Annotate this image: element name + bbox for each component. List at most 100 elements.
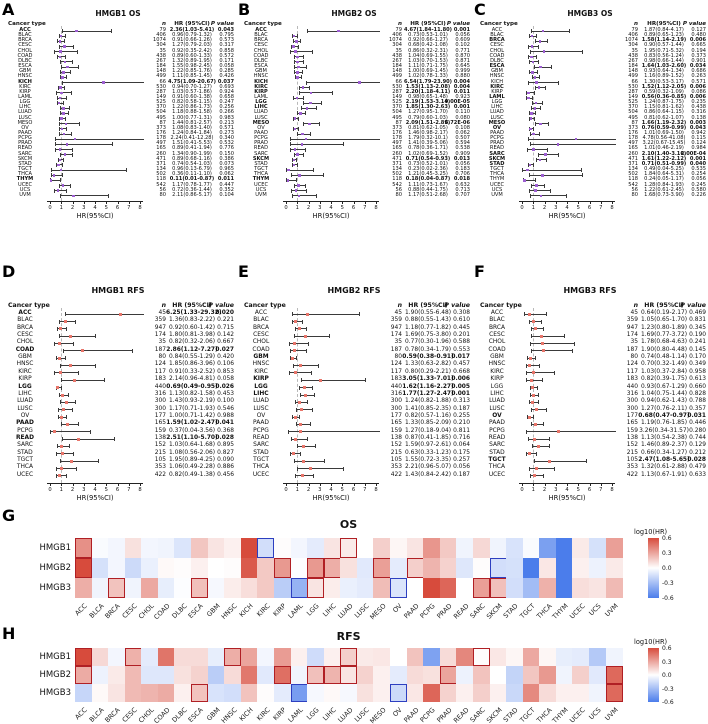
row-p-value: 0.031 xyxy=(687,412,706,419)
ci-cap-right xyxy=(545,157,547,162)
ci-cap-left xyxy=(289,348,291,353)
hr-point-marker xyxy=(535,81,538,84)
ci-cap-right xyxy=(297,34,299,39)
heatmap-cell-hmgb2-acc xyxy=(75,558,93,578)
row-cancer-label: KIRP xyxy=(490,376,504,383)
ci-cap-left xyxy=(300,378,302,383)
hr-point-marker xyxy=(574,137,578,141)
row-hr-ci-value: 0.56(0.36-0.85) xyxy=(641,93,687,100)
row-cancer-label: KIRC xyxy=(254,83,268,90)
hr-point-marker xyxy=(534,101,538,105)
hr-point-marker xyxy=(532,393,536,397)
row-hr-ci-value: 1.51(0.41-5.53) xyxy=(172,140,212,147)
row-p-value: 0.090 xyxy=(217,457,234,463)
ci-cap-left xyxy=(534,459,536,464)
x-axis-tick xyxy=(72,483,74,487)
x-axis-tick xyxy=(600,200,602,204)
x-axis-tick xyxy=(140,483,141,487)
row-p-value: 0.594 xyxy=(455,140,470,147)
ci-cap-left xyxy=(290,147,292,152)
ci-cap-left xyxy=(57,407,59,412)
row-p-value: 0.006 xyxy=(689,93,706,100)
legend-gradient-bar xyxy=(648,538,659,598)
ci-cap-left xyxy=(55,385,57,390)
ci-cap-right xyxy=(532,415,534,420)
ci-cap-right xyxy=(538,363,540,368)
row-cancer-label: UCEC xyxy=(488,471,506,478)
row-hr-ci-value: 1.95(0.89-4.25) xyxy=(168,457,216,463)
x-axis-tick xyxy=(600,483,602,487)
x-axis-tick xyxy=(612,200,613,204)
ci-cap-right xyxy=(312,168,314,173)
row-p-value: 0.446 xyxy=(689,420,706,427)
ci-cap-left xyxy=(59,111,61,116)
row-hr-ci-value: 0.91(0.33-2.52) xyxy=(168,368,216,375)
row-n-value: 79 xyxy=(395,27,402,33)
heatmap-cell-hmgb3-paad xyxy=(406,684,424,702)
row-cancer-label: BRCA xyxy=(18,37,32,44)
row-cancer-label: STAD xyxy=(18,160,32,167)
heatmap-cell-hmgb1-coad xyxy=(157,538,175,558)
row-hr-ci-value: 0.18(0.04-0.87) xyxy=(405,176,451,183)
row-p-value: 0.706 xyxy=(455,171,470,178)
ci-cap-right xyxy=(77,422,79,427)
row-hr-ci-value: 1.22(0.61-2.45) xyxy=(644,186,684,193)
row-cancer-label: THCA xyxy=(488,464,506,471)
row-n-value: 117 xyxy=(390,368,402,375)
row-p-value: 0.026 xyxy=(215,383,234,390)
hr-point-marker xyxy=(305,107,309,110)
ci-cap-right xyxy=(305,65,307,70)
row-p-value: 2.00E-04 xyxy=(680,150,706,157)
hr-point-marker xyxy=(296,76,299,79)
ci-cap-left xyxy=(303,101,305,106)
heatmap-cell-hmgb1-acc xyxy=(75,648,93,666)
ci-cap-left xyxy=(522,168,524,173)
row-n-value: 370 xyxy=(156,104,166,111)
row-p-value: 0.201 xyxy=(453,332,470,339)
row-cancer-label: UVM xyxy=(255,191,267,198)
row-n-value: 947 xyxy=(390,324,402,331)
ci-cap-right xyxy=(297,126,299,131)
ci-cap-right xyxy=(306,348,308,353)
x-axis-tick-label: 0 xyxy=(284,204,288,211)
forest-title: HMGB1 OS xyxy=(95,9,141,18)
row-n-value: 79 xyxy=(631,27,638,33)
row-hr-ci-value: 0.36(0.11-1.10) xyxy=(172,171,212,178)
row-hr-ci-value: 1.87(0.84-4.17) xyxy=(644,27,684,33)
row-p-value: 0.266 xyxy=(219,109,234,116)
row-n-value: 105 xyxy=(390,457,402,463)
ci-line xyxy=(54,149,72,151)
row-p-value: 0.588 xyxy=(453,339,470,346)
row-cancer-label: KIRC xyxy=(18,368,32,375)
row-n-value: 183 xyxy=(390,376,402,383)
heatmap-cell-hmgb1-gbm xyxy=(207,538,225,558)
row-n-value: 35 xyxy=(158,339,167,346)
row-n-value: 124 xyxy=(154,361,166,368)
row-cancer-label: KIRP xyxy=(19,88,31,95)
row-hr-ci-value: 1.62(1.16-2.27) xyxy=(402,383,454,390)
row-p-value: 0.017 xyxy=(451,354,470,361)
row-p-value: 0.064 xyxy=(453,442,470,449)
hr-point-marker xyxy=(62,132,66,136)
row-n-value: 87 xyxy=(395,119,402,126)
hr-point-marker xyxy=(60,117,63,120)
ci-cap-right xyxy=(534,116,536,121)
x-axis-tick xyxy=(589,200,591,204)
heatmap-cell-hmgb3-kich xyxy=(240,578,258,598)
ci-cap-right xyxy=(300,39,302,44)
col-header-hr: HR (95%CI) xyxy=(408,302,448,309)
ci-cap-right xyxy=(557,80,559,85)
row-n-value: 353 xyxy=(626,464,638,471)
heatmap-cell-hmgb3-chol xyxy=(141,684,159,702)
row-n-value: 371 xyxy=(392,160,402,167)
ci-cap-left xyxy=(296,466,298,471)
ci-cap-right xyxy=(342,142,344,147)
row-p-value: 0.795 xyxy=(219,32,234,39)
col-header-cancer-type: Cancer type xyxy=(480,21,518,27)
ci-cap-right xyxy=(358,312,360,317)
row-n-value: 260 xyxy=(628,150,638,157)
ci-cap-left xyxy=(527,356,529,361)
row-p-value: 0.190 xyxy=(689,332,706,339)
row-hr-ci-value: 1.24(0.87-1.75) xyxy=(644,99,684,106)
heatmap-cell-hmgb3-read xyxy=(456,684,474,702)
